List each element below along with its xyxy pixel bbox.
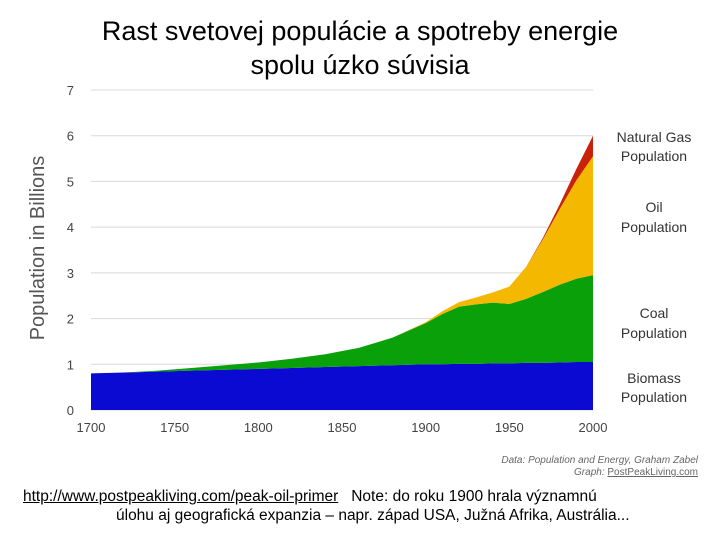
x-tick-label-1950: 1950 bbox=[495, 420, 524, 435]
slide-title: Rast svetovej populácie a spotreby energ… bbox=[20, 14, 700, 82]
series-label-natural-gas-population-line1: Natural Gas bbox=[617, 129, 692, 145]
y-tick-label-6: 6 bbox=[67, 129, 74, 144]
slide-title-line1: Rast svetovej populácie a spotreby energ… bbox=[101, 16, 619, 46]
note-text-line2: úlohu aj geografická expanzia – napr. zá… bbox=[116, 507, 630, 524]
x-tick-label-1700: 1700 bbox=[77, 420, 106, 435]
series-label-biomass-population-line1: Biomass bbox=[627, 370, 681, 386]
series-label-coal-population-line2: Population bbox=[621, 325, 687, 341]
y-tick-label-7: 7 bbox=[67, 83, 74, 98]
series-label-oil-population-line1: Oil bbox=[645, 199, 662, 215]
series-label-biomass-population-line2: Population bbox=[621, 389, 687, 405]
y-tick-label-3: 3 bbox=[67, 266, 74, 281]
area-coal-population bbox=[91, 275, 593, 374]
x-tick-label-1850: 1850 bbox=[328, 420, 357, 435]
y-axis-label: Population in Billions bbox=[27, 156, 49, 341]
slide-title-line2: spolu úzko súvisia bbox=[250, 50, 470, 80]
peak-oil-primer-link[interactable]: http://www.postpeakliving.com/peak-oil-p… bbox=[23, 488, 339, 505]
source-credit-data: Data: Population and Energy, Graham Zabe… bbox=[501, 455, 698, 466]
x-tick-label-1900: 1900 bbox=[411, 420, 440, 435]
x-tick-label-1750: 1750 bbox=[160, 420, 189, 435]
y-tick-label-1: 1 bbox=[67, 357, 74, 372]
area-biomass-population bbox=[91, 362, 593, 410]
y-tick-label-2: 2 bbox=[67, 312, 74, 327]
footer-note: http://www.postpeakliving.com/peak-oil-p… bbox=[20, 487, 712, 525]
source-credit-graph: Graph: PostPeakLiving.com bbox=[574, 467, 698, 478]
x-tick-label-1800: 1800 bbox=[244, 420, 273, 435]
y-tick-label-5: 5 bbox=[67, 174, 74, 189]
y-tick-label-4: 4 bbox=[67, 220, 74, 235]
source-link[interactable]: PostPeakLiving.com bbox=[607, 467, 698, 478]
y-tick-label-0: 0 bbox=[67, 403, 74, 418]
x-tick-label-2000: 2000 bbox=[579, 420, 608, 435]
series-label-oil-population-line2: Population bbox=[621, 219, 687, 235]
series-label-coal-population-line1: Coal bbox=[640, 305, 669, 321]
note-text-line1: Note: do roku 1900 hrala významnú bbox=[351, 488, 597, 505]
series-label-natural-gas-population-line2: Population bbox=[621, 148, 687, 164]
